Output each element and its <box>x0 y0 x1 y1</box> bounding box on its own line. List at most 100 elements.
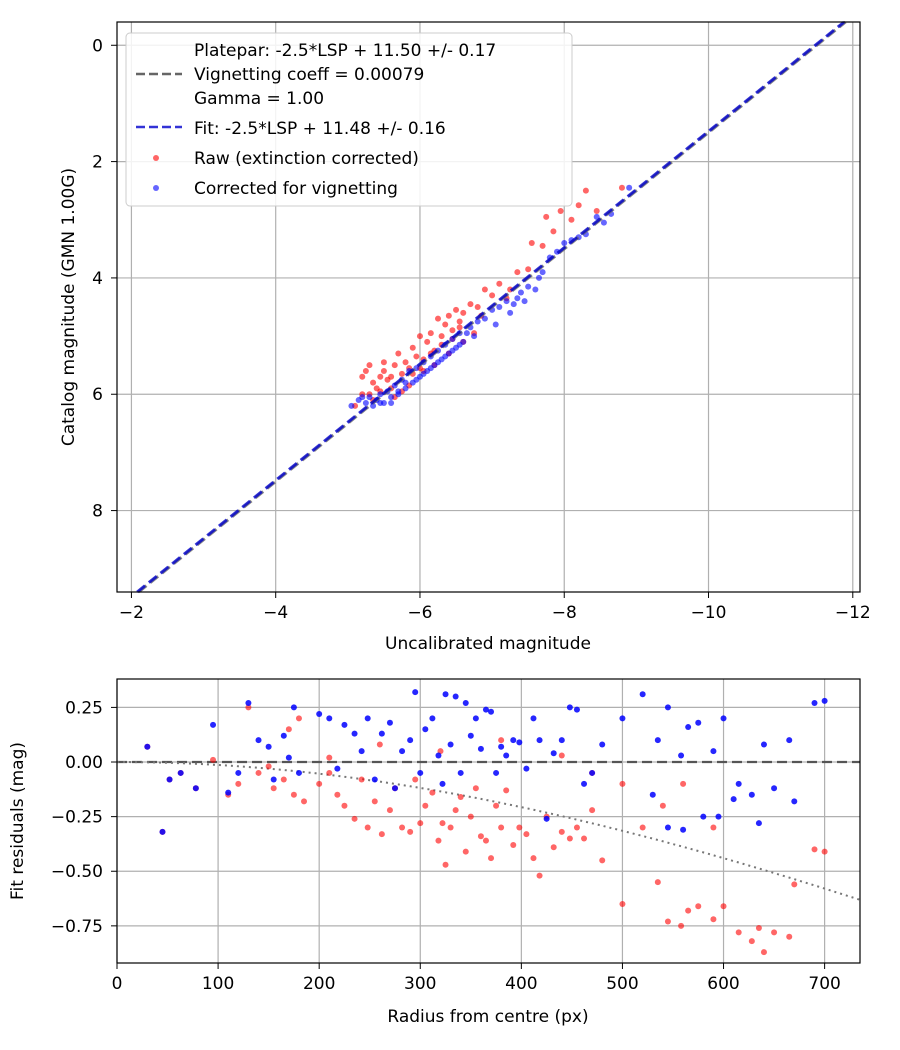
corrected-point <box>532 286 539 293</box>
raw-point <box>582 187 589 194</box>
corrected-residual-point <box>192 785 199 792</box>
bottom-y-axis-label: Fit residuals (mag) <box>8 742 28 900</box>
corrected-residual-point <box>391 785 398 792</box>
raw-residual-point <box>786 933 793 940</box>
raw-residual-point <box>516 824 523 831</box>
corrected-residual-point <box>811 700 818 707</box>
bottom-reference-lines <box>117 760 861 901</box>
raw-residual-point <box>678 922 685 929</box>
raw-point <box>391 362 398 369</box>
raw-residual-point <box>422 802 429 809</box>
corrected-residual-point <box>558 737 565 744</box>
raw-residual-point <box>599 857 606 864</box>
raw-residual-point <box>566 835 573 842</box>
raw-point <box>456 318 463 325</box>
raw-residual-point <box>685 907 692 914</box>
raw-point <box>427 330 434 337</box>
corrected-residual-point <box>159 828 166 835</box>
legend-raw-label: Raw (extinction corrected) <box>194 149 419 169</box>
raw-point <box>438 333 445 340</box>
corrected-residual-point <box>599 741 606 748</box>
raw-point <box>402 359 409 366</box>
raw-residual-point <box>530 855 537 862</box>
corrected-point <box>600 219 607 226</box>
corrected-point <box>359 394 366 401</box>
corrected-point <box>517 289 524 296</box>
corrected-point <box>507 309 514 316</box>
top-x-tick-label: −8 <box>552 603 577 623</box>
corrected-residual-point <box>482 706 489 713</box>
raw-residual-point <box>558 752 565 759</box>
corrected-point <box>388 394 395 401</box>
corrected-residual-point <box>265 743 272 750</box>
raw-residual-point <box>755 925 762 932</box>
raw-point <box>424 338 431 345</box>
raw-point <box>359 373 366 380</box>
corrected-point <box>377 399 384 406</box>
raw-residual-point <box>710 916 717 923</box>
corrected-point <box>362 399 369 406</box>
raw-residual-point <box>334 791 341 798</box>
raw-residual-point <box>280 776 287 783</box>
corrected-residual-point <box>412 689 419 696</box>
corrected-point <box>539 269 546 276</box>
corrected-residual-point <box>364 715 371 722</box>
raw-residual-point <box>771 929 778 936</box>
corrected-point <box>420 370 427 377</box>
corrected-point <box>525 283 532 290</box>
bottom-ticks: 0 100 200 300 400 500 600 700 0.25 0.00 −0.25 −0.50… <box>51 698 841 994</box>
raw-point <box>593 208 600 215</box>
corrected-point <box>413 376 420 383</box>
top-plot-frame <box>116 21 861 593</box>
corrected-residual-point <box>695 719 702 726</box>
raw-residual-point <box>791 881 798 888</box>
raw-residual-point <box>358 776 365 783</box>
corrected-residual-point <box>399 748 406 755</box>
corrected-point <box>593 213 600 220</box>
raw-point <box>409 344 416 351</box>
corrected-residual-point <box>407 737 414 744</box>
raw-point <box>481 286 488 293</box>
raw-residual-point <box>482 837 489 844</box>
raw-point <box>539 242 546 249</box>
raw-residual-point <box>664 918 671 925</box>
corrected-point <box>496 304 503 310</box>
top-x-axis-label: Uncalibrated magnitude <box>385 634 591 654</box>
corrected-residual-point <box>467 732 474 739</box>
corrected-residual-point <box>452 693 459 700</box>
corrected-residual-point <box>700 813 707 820</box>
corrected-residual-point <box>378 730 385 737</box>
raw-residual-point <box>467 813 474 820</box>
raw-residual-point <box>326 754 333 761</box>
raw-point <box>453 306 460 313</box>
corrected-residual-point <box>422 726 429 733</box>
corrected-residual-point <box>255 737 262 744</box>
corrected-residual-point <box>710 748 717 755</box>
corrected-residual-point <box>326 715 333 722</box>
bottom-corrected-series <box>144 689 828 835</box>
raw-point <box>575 202 582 209</box>
raw-residual-point <box>659 802 666 809</box>
corrected-residual-point <box>619 715 626 722</box>
top-y-tick-label: 6 <box>92 385 103 405</box>
corrected-residual-point <box>573 706 580 713</box>
corrected-residual-point <box>649 791 656 798</box>
raw-residual-point <box>710 824 717 831</box>
corrected-residual-point <box>316 710 323 717</box>
corrected-residual-point <box>166 776 173 783</box>
raw-point <box>496 280 503 287</box>
raw-point <box>380 359 387 366</box>
corrected-point <box>510 301 517 308</box>
bottom-y-tick-label: 0.00 <box>65 753 103 773</box>
legend-platepar-line-3: Gamma = 1.00 <box>194 89 324 109</box>
legend-raw-marker <box>153 155 159 161</box>
corrected-point <box>402 385 409 392</box>
corrected-residual-point <box>235 769 242 776</box>
raw-residual-point <box>720 903 727 910</box>
raw-residual-point <box>760 949 767 956</box>
corrected-residual-point <box>358 748 365 755</box>
raw-point <box>568 216 575 223</box>
corrected-point <box>471 333 478 340</box>
raw-residual-point <box>255 769 262 776</box>
